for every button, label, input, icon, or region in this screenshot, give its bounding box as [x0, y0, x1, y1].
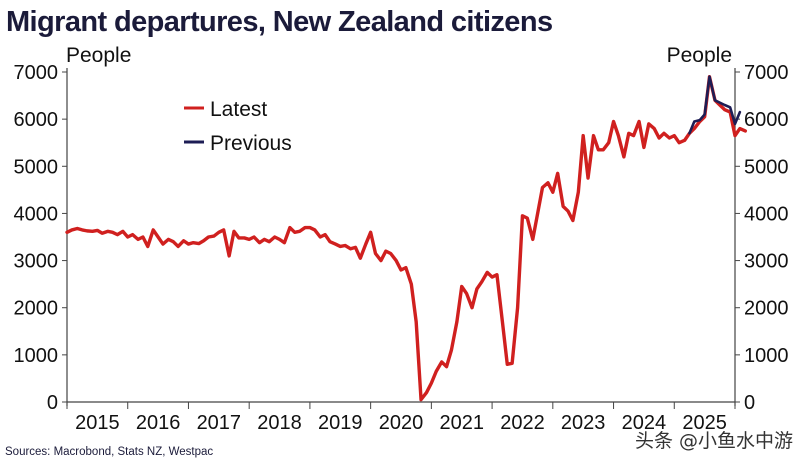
x-tick-label: 2021	[439, 412, 484, 434]
y-axis-right: 0 1000 2000 3000 4000 5000 6000 7000	[735, 62, 789, 414]
y-tick-label-left: 0	[47, 392, 58, 414]
x-tick-label: 2025	[682, 412, 727, 434]
y-tick-label-right: 0	[744, 392, 755, 414]
y-tick-label-left: 1000	[14, 345, 59, 367]
y-tick-label-left: 2000	[14, 298, 59, 320]
legend-label-previous: Previous	[210, 132, 292, 155]
x-axis: 2015 2016 2017 2018 2019 2020 2021 2022 2023 2024…	[66, 402, 736, 434]
y-tick-label-right: 4000	[744, 203, 789, 225]
y-tick-label-right: 1000	[744, 345, 789, 367]
y-axis-left-label: People	[66, 44, 131, 67]
x-tick-label: 2024	[622, 412, 667, 434]
y-axis-left: 0 1000 2000 3000 4000 5000 6000 7000	[14, 62, 67, 414]
y-tick-label-left: 6000	[14, 109, 59, 131]
series-line-latest	[65, 75, 748, 402]
x-tick-label: 2018	[257, 412, 302, 434]
y-tick-label-right: 5000	[744, 156, 789, 178]
y-tick-label-right: 2000	[744, 298, 789, 320]
x-tick-label: 2016	[136, 412, 181, 434]
y-tick-label-left: 7000	[14, 62, 59, 84]
y-tick-label-right: 7000	[744, 62, 789, 84]
y-tick-label-left: 3000	[14, 251, 59, 273]
x-tick-label: 2022	[500, 412, 545, 434]
y-tick-label-left: 4000	[14, 203, 59, 225]
series-line-previous	[688, 75, 742, 135]
y-tick-label-right: 3000	[744, 251, 789, 273]
series-lines	[65, 75, 748, 402]
y-tick-label-left: 5000	[14, 156, 59, 178]
x-tick-label: 2019	[318, 412, 363, 434]
x-tick-label: 2015	[75, 412, 120, 434]
y-tick-label-right: 6000	[744, 109, 789, 131]
watermark: 头条 @小鱼水中游	[635, 430, 793, 452]
x-tick-label: 2020	[379, 412, 424, 434]
axes	[66, 68, 736, 406]
legend: Latest Previous	[184, 98, 292, 155]
legend-label-latest: Latest	[210, 98, 267, 121]
chart-title: Migrant departures, New Zealand citizens	[6, 6, 552, 38]
x-tick-label: 2023	[561, 412, 606, 434]
y-axis-right-label: People	[667, 44, 732, 67]
x-tick-label: 2017	[197, 412, 242, 434]
source-note: Sources: Macrobond, Stats NZ, Westpac	[5, 446, 213, 458]
